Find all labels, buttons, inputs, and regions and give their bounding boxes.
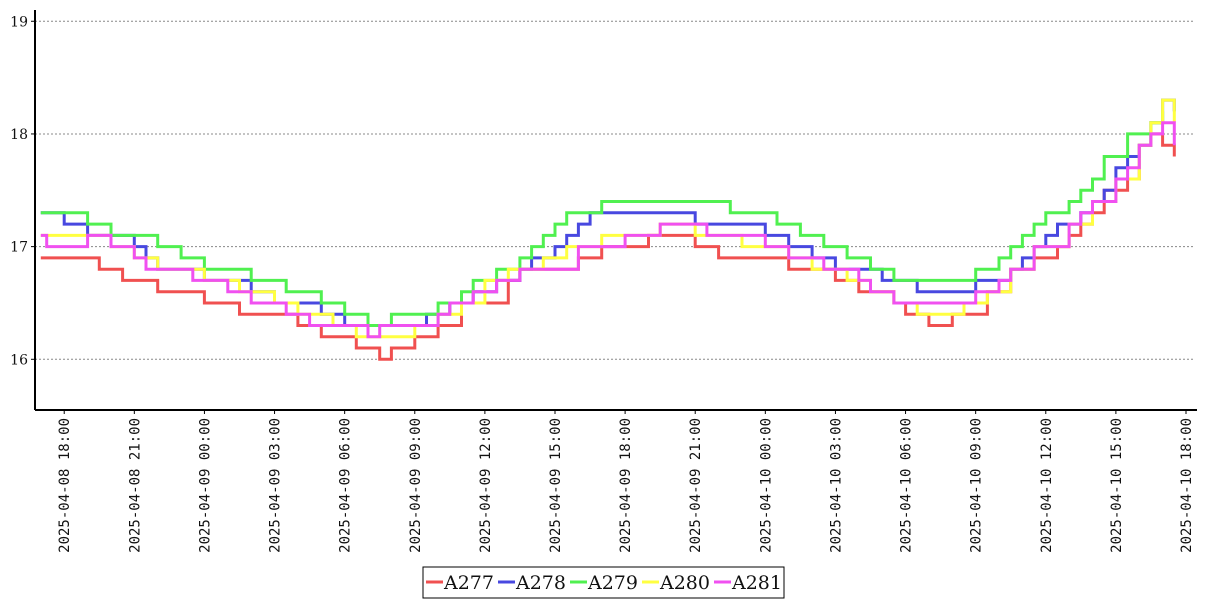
x-tick-label: 2025-04-09 18:00 xyxy=(618,418,634,553)
x-tick-label: 2025-04-08 18:00 xyxy=(57,418,73,553)
y-tick-label: 19 xyxy=(10,14,28,30)
x-tick-label: 2025-04-08 21:00 xyxy=(127,418,143,553)
legend-label-a278: A278 xyxy=(515,572,566,594)
x-tick-label: 2025-04-09 15:00 xyxy=(548,418,564,553)
series-line-a281 xyxy=(40,121,1176,339)
y-tick-label: 16 xyxy=(10,352,28,368)
axes xyxy=(34,10,1197,411)
legend-label-a279: A279 xyxy=(587,572,638,594)
y-tick-label: 17 xyxy=(10,240,28,256)
x-tick-label: 2025-04-09 09:00 xyxy=(408,418,424,553)
series-lines xyxy=(40,98,1176,361)
series-line-a280 xyxy=(40,98,1176,339)
x-tick-labels: 2025-04-08 18:00 2025-04-08 21:00 2025-04-… xyxy=(57,410,1195,553)
x-tick-label: 2025-04-10 06:00 xyxy=(899,418,915,553)
x-tick-label: 2025-04-10 03:00 xyxy=(828,418,844,553)
x-tick-label: 2025-04-09 12:00 xyxy=(478,418,494,553)
legend-label-a281: A281 xyxy=(731,572,782,594)
x-tick-label: 2025-04-09 21:00 xyxy=(688,418,704,553)
legend-label-a280: A280 xyxy=(659,572,710,594)
x-tick-label: 2025-04-10 09:00 xyxy=(969,418,985,553)
x-tick-label: 2025-04-10 12:00 xyxy=(1039,418,1055,553)
y-tick-labels: 16 17 18 19 xyxy=(10,14,35,368)
x-tick-label: 2025-04-09 03:00 xyxy=(268,418,284,553)
legend-label-a277: A277 xyxy=(443,572,494,594)
x-tick-label: 2025-04-09 00:00 xyxy=(197,418,213,553)
gridlines xyxy=(35,20,1195,360)
x-tick-label: 2025-04-10 15:00 xyxy=(1109,418,1125,553)
x-tick-label: 2025-04-10 00:00 xyxy=(758,418,774,553)
series-line-a279 xyxy=(40,111,1165,327)
y-tick-label: 18 xyxy=(10,127,28,143)
x-tick-label: 2025-04-10 18:00 xyxy=(1179,418,1195,553)
x-tick-label: 2025-04-09 06:00 xyxy=(338,418,354,553)
legend: A277 A278 A279 A280 A281 xyxy=(422,566,785,599)
